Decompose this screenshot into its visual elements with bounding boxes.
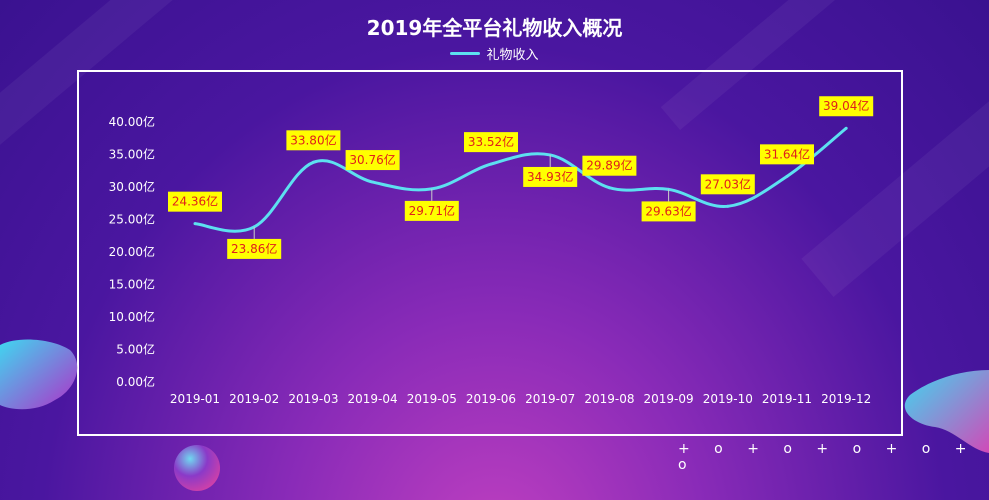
- x-tick-label: 2019-05: [407, 392, 457, 406]
- x-tick-label: 2019-03: [288, 392, 338, 406]
- data-label-box: [819, 96, 874, 117]
- x-tick-label: 2019-08: [584, 392, 634, 406]
- x-tick-label: 2019-10: [703, 392, 753, 406]
- y-tick-label: 40.00亿: [109, 114, 155, 129]
- chart-frame: [77, 70, 903, 436]
- y-tick-label: 30.00亿: [109, 179, 155, 194]
- legend-line-swatch: [450, 52, 481, 55]
- data-label-box: [227, 238, 282, 259]
- y-tick-label: 0.00亿: [116, 374, 155, 389]
- data-label: 23.86亿: [231, 241, 277, 256]
- y-tick-label: 5.00亿: [116, 342, 155, 357]
- data-label-box: [582, 155, 637, 176]
- y-tick-label: 15.00亿: [109, 277, 155, 292]
- x-tick-label: 2019-09: [644, 392, 694, 406]
- data-point: [193, 222, 197, 226]
- data-label: 30.76亿: [349, 152, 395, 167]
- right-blob-decoration: [904, 370, 989, 453]
- data-point: [371, 180, 375, 184]
- data-label: 29.63亿: [645, 203, 691, 218]
- data-label-box: [760, 144, 814, 165]
- y-tick-label: 10.00亿: [109, 309, 155, 324]
- data-label-box: [523, 166, 578, 187]
- x-tick-label: 2019-07: [525, 392, 575, 406]
- data-label-box: [464, 132, 518, 153]
- data-label: 33.80亿: [290, 132, 336, 147]
- data-label-box: [286, 130, 341, 151]
- data-label: 27.03亿: [705, 176, 751, 191]
- data-point: [726, 204, 730, 208]
- data-label: 29.71亿: [409, 203, 455, 218]
- y-tick-label: 20.00亿: [109, 244, 155, 259]
- data-point: [489, 162, 493, 166]
- data-point: [844, 126, 848, 130]
- x-tick-label: 2019-06: [466, 392, 516, 406]
- x-tick-label: 2019-02: [229, 392, 279, 406]
- data-label: 33.52亿: [468, 134, 514, 149]
- series-line: [194, 127, 848, 233]
- x-tick-label: 2019-11: [762, 392, 812, 406]
- sphere-decoration: [174, 445, 220, 491]
- plus-circle-decoration: + o + o + o + o + o: [678, 441, 977, 473]
- chart-title: 2019年全平台礼物收入概况: [366, 16, 623, 40]
- data-label: 24.36亿: [172, 194, 218, 209]
- data-label-box: [641, 201, 696, 222]
- data-label-box: [404, 200, 459, 221]
- legend-label: 礼物收入: [486, 48, 539, 63]
- data-label: 29.89亿: [586, 158, 632, 173]
- data-point: [607, 186, 611, 190]
- x-tick-label: 2019-01: [170, 392, 220, 406]
- data-label-box: [345, 150, 400, 171]
- x-tick-label: 2019-12: [821, 392, 871, 406]
- data-point: [311, 160, 315, 164]
- data-label-box: [700, 174, 755, 195]
- x-tick-label: 2019-04: [348, 392, 398, 406]
- left-blob-decoration: [0, 339, 78, 410]
- y-tick-label: 35.00亿: [109, 147, 155, 162]
- data-point: [785, 174, 789, 178]
- data-label: 31.64亿: [764, 146, 810, 161]
- data-label: 34.93亿: [527, 169, 573, 184]
- data-label: 39.04亿: [823, 98, 869, 113]
- legend[interactable]: 礼物收入: [0, 44, 989, 63]
- data-label-box: [168, 191, 222, 212]
- y-tick-label: 25.00亿: [109, 212, 155, 227]
